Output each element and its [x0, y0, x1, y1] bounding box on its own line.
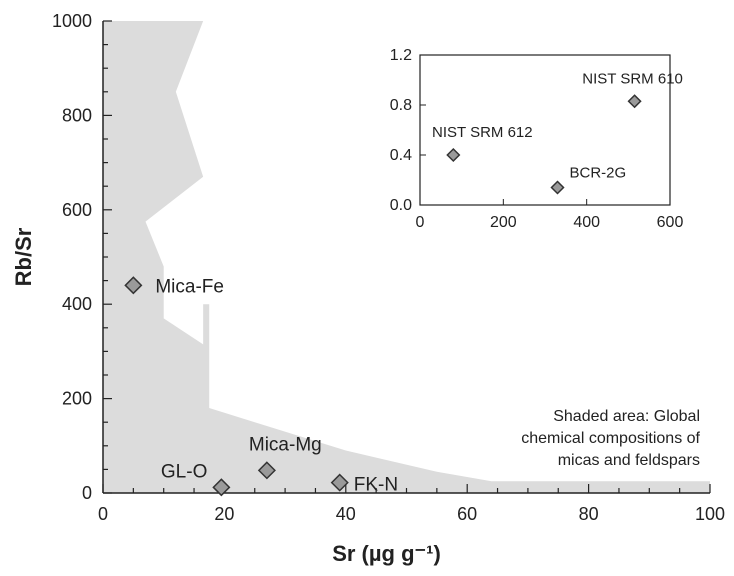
- y-tick-label: 400: [62, 294, 92, 314]
- inset-x-tick-label: 400: [573, 214, 600, 231]
- y-tick-label: 600: [62, 200, 92, 220]
- shaded-area-note: micas and feldspars: [558, 452, 700, 469]
- x-tick-label: 100: [695, 504, 725, 524]
- data-point: [257, 461, 276, 480]
- x-tick-label: 40: [336, 504, 356, 524]
- inset-plot: 0 200 400 600 0.0 0.4 0.8 1.2 NIST SRM 610 NIST S…: [390, 47, 684, 231]
- data-point: [212, 478, 231, 497]
- inset-x-tick-label: 0: [416, 214, 425, 231]
- inset-y-tick-label: 0.4: [390, 147, 412, 164]
- data-point: [330, 473, 349, 492]
- x-tick-label: 80: [579, 504, 599, 524]
- x-tick-label: 20: [214, 504, 234, 524]
- point-label: Mica-Mg: [249, 434, 322, 455]
- inset-y-tick-label: 0.0: [390, 197, 412, 214]
- y-axis-title: Rb/Sr: [11, 227, 36, 286]
- y-tick-label: 1000: [52, 11, 92, 31]
- inset-data-point: [627, 94, 642, 109]
- y-tick-label: 0: [82, 483, 92, 503]
- inset-point-label: BCR-2G: [570, 165, 627, 182]
- inset-y-tick-label: 0.8: [390, 97, 412, 114]
- point-label: GL-O: [161, 461, 207, 482]
- shaded-area: [103, 21, 710, 493]
- inset-point-label: NIST SRM 610: [582, 70, 683, 87]
- x-tick-label: 60: [457, 504, 477, 524]
- y-tick-label: 800: [62, 105, 92, 125]
- inset-data-point: [446, 147, 461, 163]
- data-point: [124, 276, 143, 295]
- inset-x-tick-label: 600: [657, 214, 684, 231]
- inset-data-point: [550, 180, 565, 195]
- x-tick-label: 0: [98, 504, 108, 524]
- point-label: FK-N: [354, 475, 398, 496]
- point-label: Mica-Fe: [155, 276, 224, 297]
- shaded-area-note: chemical compositions of: [521, 430, 700, 447]
- y-tick-label: 200: [62, 389, 92, 409]
- inset-x-tick-label: 200: [490, 214, 517, 231]
- shaded-area-note: Shaded area: Global: [553, 408, 700, 425]
- x-axis-title: Sr (µg g⁻¹): [332, 541, 441, 566]
- inset-frame: [419, 54, 671, 206]
- inset-point-label: NIST SRM 612: [432, 124, 533, 141]
- inset-y-tick-label: 1.2: [390, 47, 412, 64]
